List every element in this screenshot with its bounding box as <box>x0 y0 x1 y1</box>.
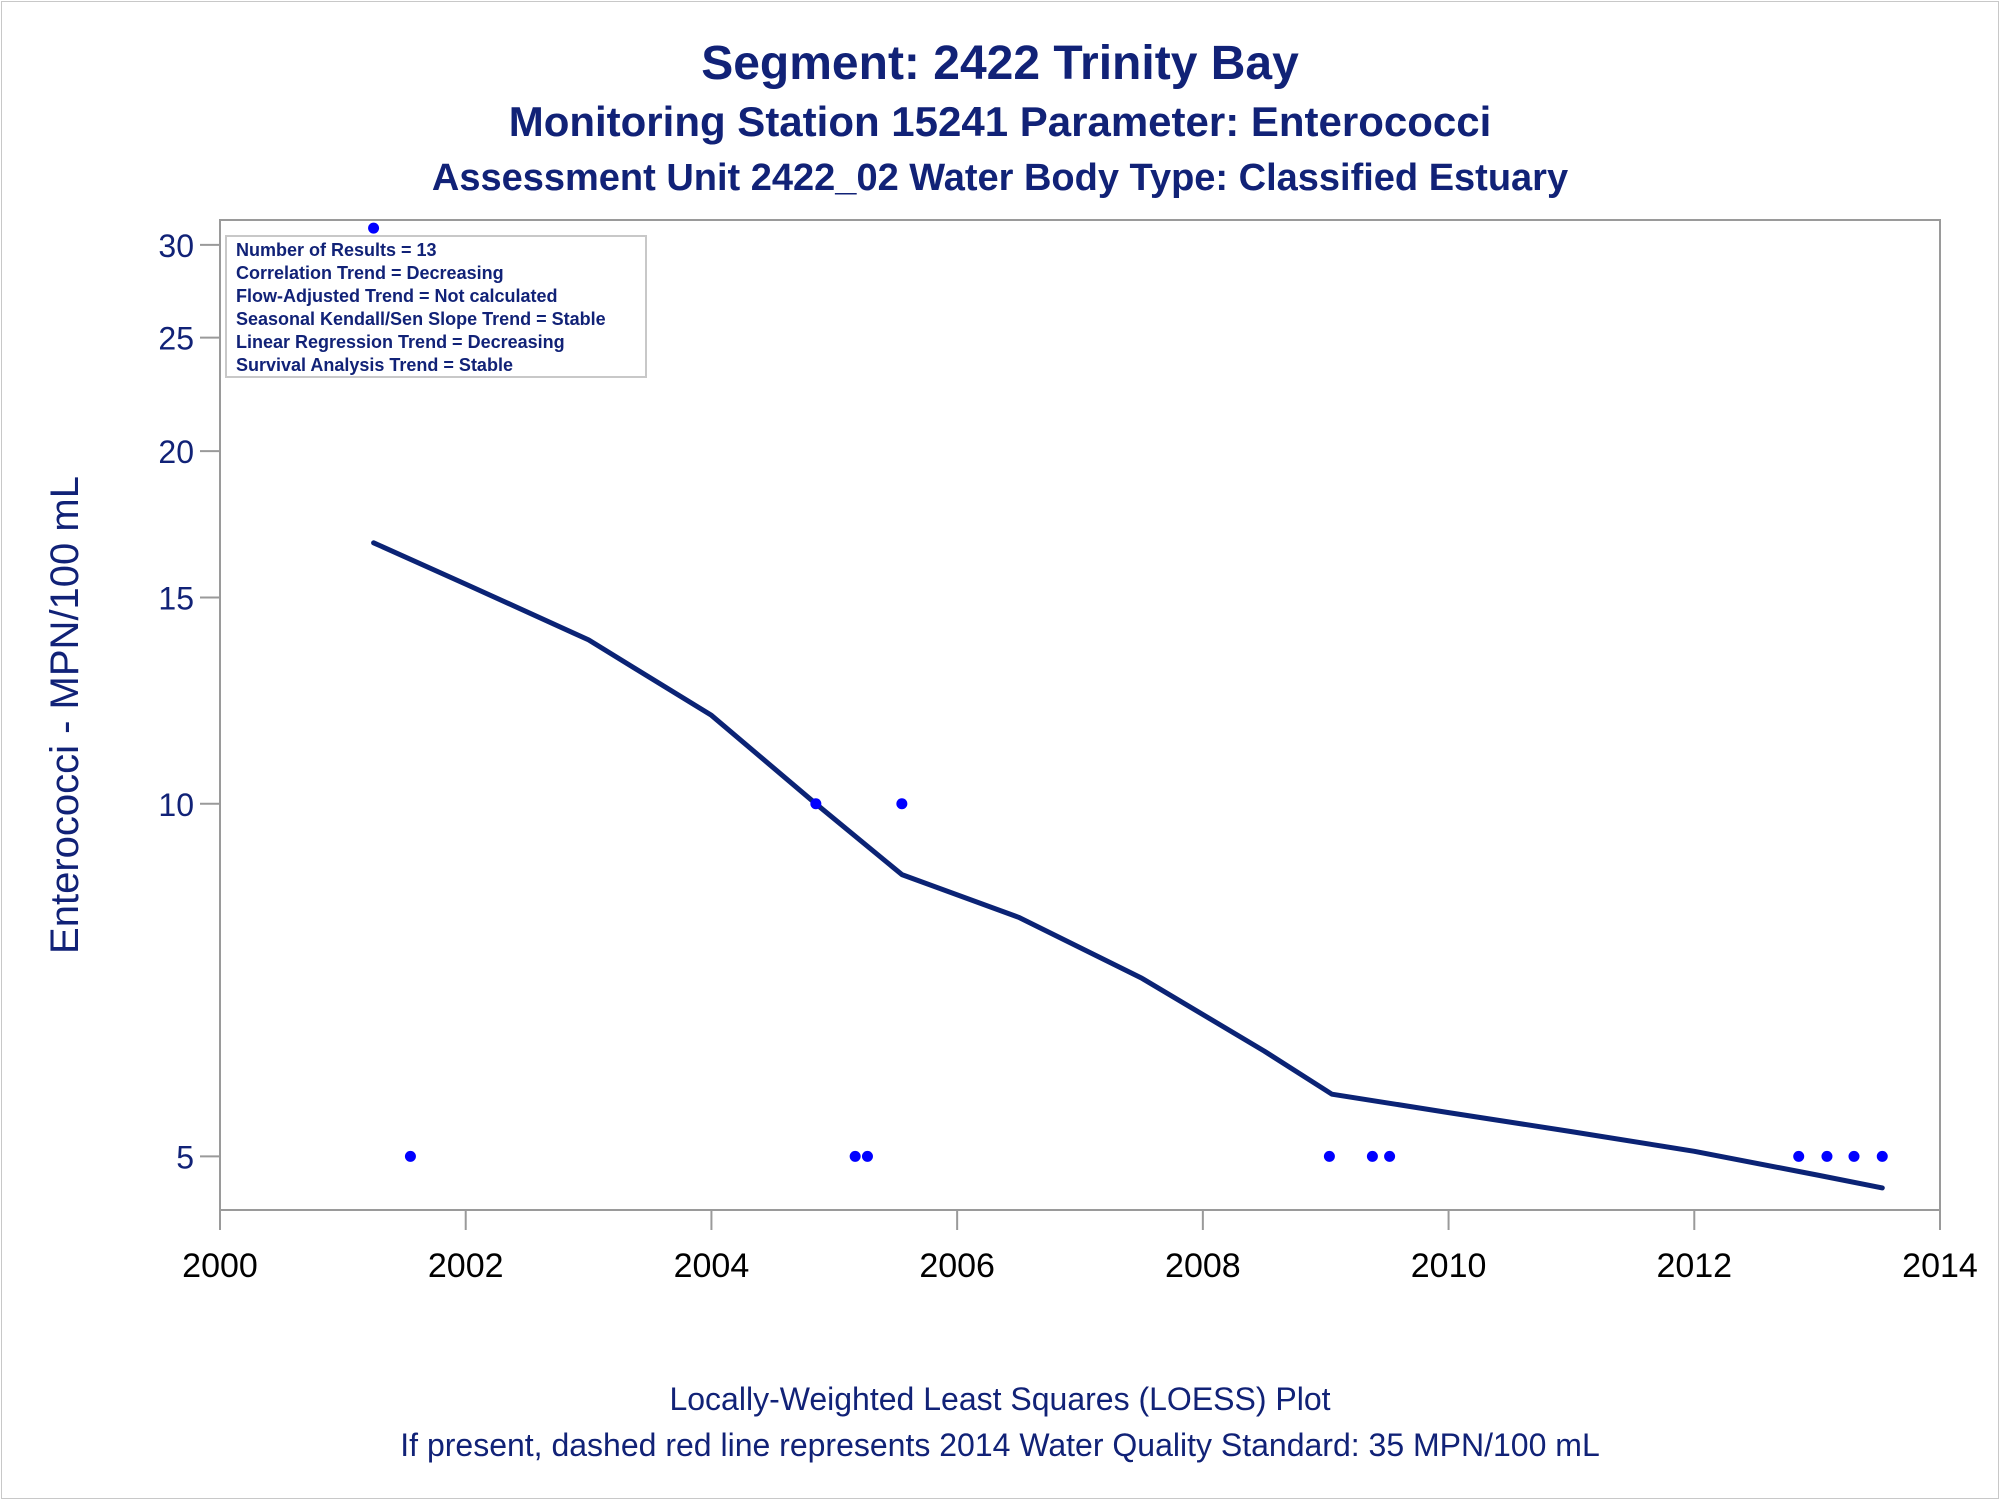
data-point <box>1384 1150 1396 1162</box>
stats-line: Survival Analysis Trend = Stable <box>236 355 513 375</box>
x-tick-label: 2012 <box>1656 1247 1732 1285</box>
stats-line: Correlation Trend = Decreasing <box>236 263 504 283</box>
data-point <box>1876 1150 1888 1162</box>
stats-line: Linear Regression Trend = Decreasing <box>236 332 565 352</box>
plot-area <box>219 219 1941 1211</box>
trend-stats-box: Number of Results = 13 Correlation Trend … <box>225 235 647 378</box>
data-point <box>1848 1150 1860 1162</box>
x-tick-label: 2002 <box>428 1247 504 1285</box>
stats-line: Number of Results = 13 <box>236 240 437 260</box>
x-tick-label: 2008 <box>1165 1247 1241 1285</box>
footnote-loess: Locally-Weighted Least Squares (LOESS) P… <box>669 1381 1331 1417</box>
data-point <box>861 1150 873 1162</box>
y-tick-label: 20 <box>158 434 194 470</box>
x-tick-label: 2000 <box>182 1247 258 1285</box>
y-tick-label: 30 <box>158 228 194 264</box>
footnote-standard: If present, dashed red line represents 2… <box>400 1427 1600 1463</box>
x-tick-label: 2010 <box>1411 1247 1487 1285</box>
data-point <box>1793 1150 1805 1162</box>
data-point <box>1323 1150 1335 1162</box>
y-axis: 5 10 15 20 25 30 <box>158 228 220 1175</box>
y-tick-label: 5 <box>176 1139 194 1175</box>
stats-box-border <box>225 235 647 378</box>
chart-subtitle-assessment-unit: Assessment Unit 2422_02 Water Body Type:… <box>431 157 1569 199</box>
chart-title: Segment: 2422 Trinity Bay <box>701 37 1299 90</box>
y-tick-label: 25 <box>158 321 194 357</box>
chart-subtitle-station: Monitoring Station 15241 Parameter: Ente… <box>508 98 1492 145</box>
stats-line: Seasonal Kendall/Sen Slope Trend = Stabl… <box>236 309 606 329</box>
stats-line: Flow-Adjusted Trend = Not calculated <box>236 286 558 306</box>
x-tick-label: 2004 <box>674 1247 750 1285</box>
loess-line <box>371 540 1885 1191</box>
y-axis-label: Enterococci - MPN/100 mL <box>43 476 87 954</box>
x-tick-label: 2014 <box>1902 1247 1978 1285</box>
data-point <box>404 1150 416 1162</box>
data-point <box>810 798 822 810</box>
data-point <box>368 222 380 234</box>
data-point <box>896 798 908 810</box>
data-point <box>1821 1150 1833 1162</box>
x-tick-label: 2006 <box>919 1247 995 1285</box>
scatter-series <box>368 222 1888 1162</box>
y-tick-label: 15 <box>158 580 194 616</box>
x-axis: 2000 2002 2004 2006 2008 2010 2012 2014 <box>182 1210 1978 1285</box>
data-point <box>849 1150 861 1162</box>
data-point <box>1366 1150 1378 1162</box>
loess-series <box>371 540 1885 1191</box>
y-tick-label: 10 <box>158 787 194 823</box>
